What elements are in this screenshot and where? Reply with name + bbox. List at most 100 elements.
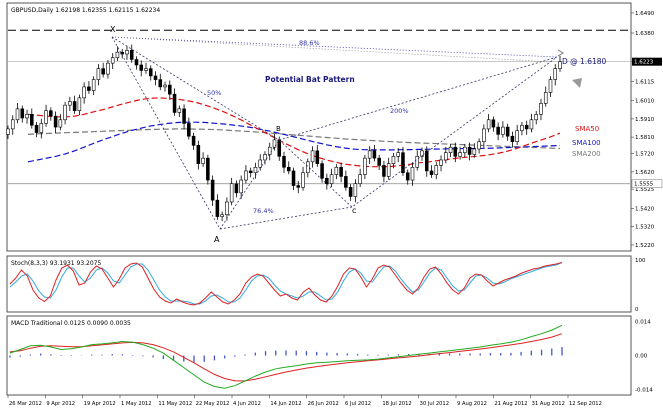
macd-signal-line — [9, 333, 563, 382]
candle-body — [310, 150, 315, 163]
candle-body — [334, 166, 339, 175]
candle-body — [306, 161, 310, 174]
candle-body — [234, 183, 239, 194]
candle-body — [225, 201, 229, 216]
sma200-line — [27, 128, 561, 150]
candle-body — [458, 152, 462, 157]
candle-body — [539, 103, 543, 115]
candle-body — [315, 150, 320, 164]
time-tick-label: 26 Jun 2012 — [308, 401, 339, 407]
candle-body — [325, 177, 329, 185]
time-tick-label: 11 May 2012 — [158, 401, 192, 407]
candle-body — [272, 139, 277, 148]
stochastic-panel — [6, 255, 632, 313]
candle-body — [467, 146, 472, 155]
candle-body — [72, 101, 77, 111]
pattern-title: Potential Bat Pattern — [265, 75, 355, 84]
candle-body — [363, 157, 367, 175]
candle-body — [491, 119, 496, 128]
candle-body — [191, 135, 196, 146]
candle-body — [253, 166, 258, 174]
candle-body — [396, 152, 400, 157]
candle-body — [424, 150, 429, 172]
candle-body — [358, 174, 362, 185]
candle-body — [101, 68, 105, 75]
price-tick-label: 1.6490 — [635, 11, 655, 17]
candle-body — [263, 154, 267, 161]
price-tick-label: 1.5525 — [635, 187, 655, 193]
macd-header: MACD Traditional 0.0125 0.0090 0.0035 — [11, 320, 131, 327]
candle-body — [339, 166, 343, 177]
candle-body — [377, 157, 381, 166]
point-x-label: X — [110, 25, 116, 34]
candle-body — [96, 68, 101, 80]
legend-sma100: SMA100 — [572, 139, 601, 147]
stoch-header: Stoch(8,3,3) 93.1931 93.2075 — [11, 260, 102, 267]
time-tick-label: 21 Aug 2012 — [494, 401, 527, 407]
candle-body — [58, 119, 63, 128]
price-tick-label: 1.5910 — [635, 117, 655, 123]
time-tick-label: 1 May 2012 — [121, 401, 152, 407]
candle-body — [367, 150, 372, 159]
candle-body — [463, 146, 467, 153]
time-tick-label: 18 Jul 2012 — [382, 401, 411, 407]
price-tick-label: 1.6115 — [635, 79, 655, 85]
candle-body — [248, 170, 253, 174]
current-price-box — [632, 57, 662, 66]
candle-body — [401, 152, 405, 174]
candle-body — [163, 84, 167, 88]
price-tick-label: 1.6010 — [635, 99, 655, 105]
candle-body — [15, 108, 20, 121]
sma50-line — [27, 97, 561, 168]
ratio-xb-label: 50% — [207, 89, 221, 97]
time-tick-label: 19 Apr 2012 — [84, 401, 116, 407]
candle-body — [30, 114, 34, 126]
point-d-label: D @ 1.6180 — [562, 57, 607, 66]
candle-body — [348, 187, 353, 197]
candle-body — [496, 126, 500, 135]
candle-body — [472, 148, 477, 155]
candle-body — [187, 123, 191, 137]
candle-body — [77, 97, 82, 111]
candle-body — [82, 86, 86, 99]
macd-lines: 0.014 0.00 -0.014 — [9, 320, 653, 393]
candle-body — [558, 61, 562, 69]
candle-body — [286, 166, 291, 172]
macd-tick-label: -0.014 — [635, 387, 653, 393]
candle-body — [20, 108, 25, 119]
candle-body — [448, 146, 453, 153]
candle-body — [177, 108, 182, 113]
candle-body — [453, 146, 458, 157]
candle-body — [206, 157, 210, 181]
candle-body — [144, 68, 148, 71]
candle-body — [329, 174, 334, 185]
stoch-tick-label: 100 — [635, 258, 646, 264]
candle-body — [25, 114, 29, 119]
time-tick-label: 6 Jul 2012 — [345, 401, 371, 407]
candle-body — [229, 183, 234, 203]
candle-body — [410, 166, 415, 181]
time-tick-label: 26 Mar 2012 — [9, 401, 42, 407]
time-tick-label: 12 Sep 2012 — [569, 401, 602, 407]
legend-sma50: SMA50 — [575, 125, 599, 133]
candle-body — [344, 176, 348, 188]
candles — [6, 44, 562, 222]
candle-body — [168, 84, 172, 95]
candle-body — [172, 93, 177, 113]
price-tick-label: 1.6380 — [635, 31, 655, 37]
ratio-ac-label: 76.4% — [253, 207, 274, 215]
candle-body — [91, 79, 96, 91]
point-a-label: A — [214, 235, 220, 244]
candle-body — [201, 157, 205, 164]
candle-body — [87, 86, 91, 91]
bd-line — [278, 56, 558, 141]
candle-body — [49, 110, 53, 117]
point-c-label: c — [352, 206, 356, 215]
time-tick-label: 9 Aug 2012 — [457, 401, 487, 407]
candle-body — [63, 104, 67, 121]
candle-body — [53, 115, 58, 128]
candle-body — [139, 64, 144, 71]
candle-body — [382, 165, 386, 177]
level-label: 1.5555 — [634, 182, 654, 188]
candle-body — [282, 156, 286, 168]
